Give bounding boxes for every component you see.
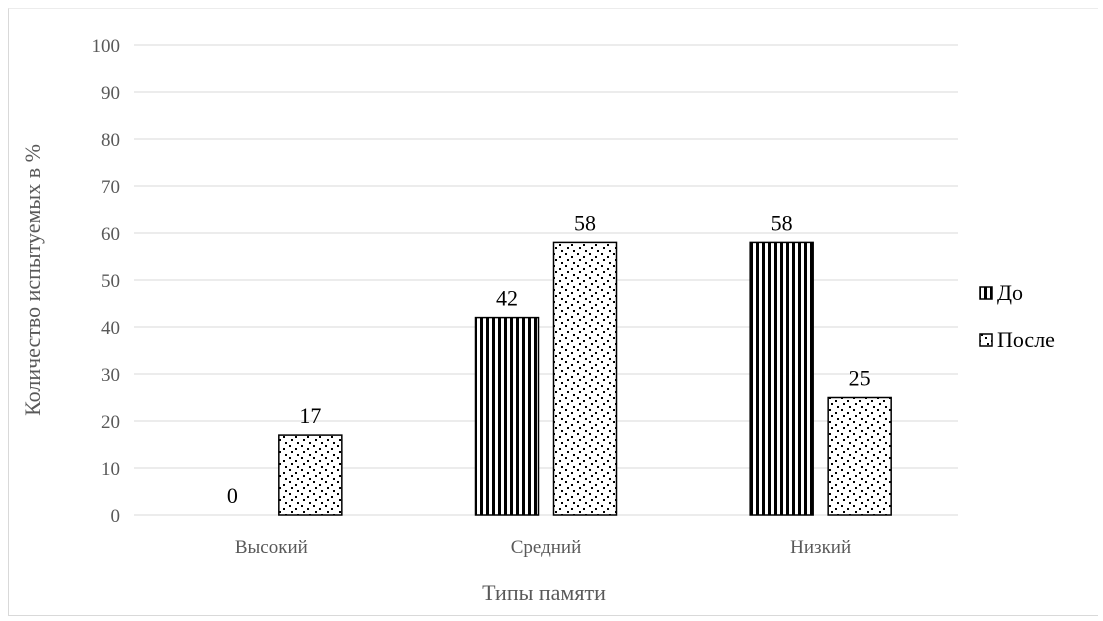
legend-label: До [997,280,1023,305]
y-tick-label: 80 [101,130,120,151]
y-tick-label: 20 [101,412,120,433]
y-tick-label: 100 [92,36,121,57]
bar-do-1 [474,316,540,516]
data-label: 58 [574,210,596,235]
data-label: 58 [771,210,793,235]
bar-posle-2 [827,396,892,516]
data-label: 0 [227,483,238,508]
legend-swatch [979,333,993,347]
bar-posle-0 [278,434,343,516]
y-tick-label: 40 [101,318,120,339]
y-tick-label: 60 [101,224,120,245]
bar-do-2 [749,241,814,516]
gridlines [134,44,958,516]
x-tick-label: Высокий [235,537,308,558]
data-label: 25 [849,366,871,391]
legend: До После [979,280,1055,352]
y-tick-label: 30 [101,365,120,386]
x-axis-categories: Высокий Средний Низкий [235,537,851,558]
x-tick-label: Средний [511,537,582,558]
legend-label: После [997,327,1055,352]
y-tick-label: 70 [101,177,120,198]
y-axis-title: Количество испытуемых в % [20,144,45,416]
y-tick-label: 10 [101,459,120,480]
data-label: 42 [496,286,518,311]
bars [278,241,892,516]
y-tick-label: 0 [111,506,121,527]
data-label: 17 [299,403,321,428]
y-tick-label: 90 [101,83,120,104]
bar-posle-1 [552,241,618,516]
y-tick-label: 50 [101,271,120,292]
x-axis-title: Типы памяти [482,580,606,605]
data-labels: 0 17 42 58 58 25 [227,210,871,508]
legend-swatch [979,286,993,300]
x-tick-label: Низкий [790,537,851,558]
y-axis-ticks: 0 10 20 30 40 50 60 70 80 90 100 [92,36,121,527]
